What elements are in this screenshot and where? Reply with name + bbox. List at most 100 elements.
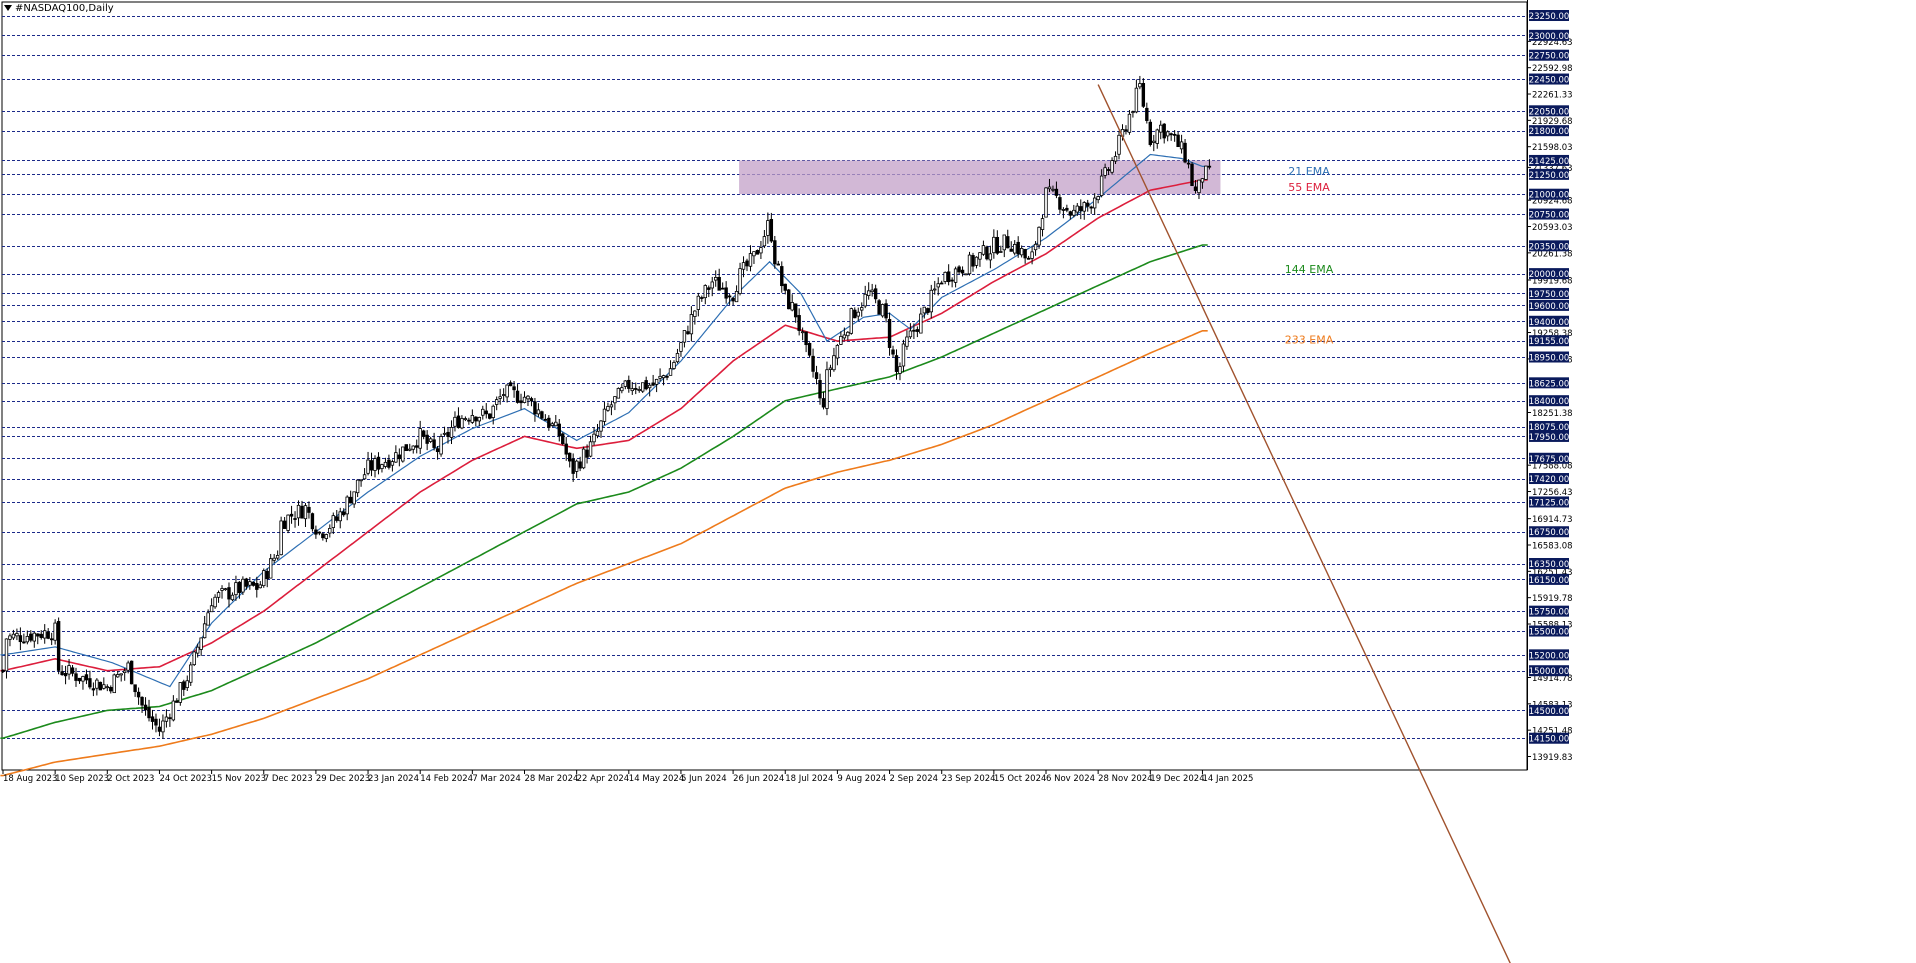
dropdown-triangle-icon[interactable] — [4, 5, 12, 11]
candle-body — [675, 353, 680, 363]
candle-body — [526, 395, 530, 400]
candle-body — [129, 660, 134, 685]
candle-body — [1061, 208, 1066, 211]
price-level-label: 21000.00 — [1529, 191, 1570, 201]
price-level-box — [1529, 421, 1569, 433]
candle-body — [300, 505, 304, 519]
symbol-title[interactable]: #NASDAQ100,Daily — [4, 3, 114, 14]
candle-body — [282, 520, 287, 529]
candle-body — [328, 527, 332, 534]
candle-body — [787, 289, 791, 310]
candle-body — [446, 431, 450, 437]
candle-body — [873, 288, 878, 300]
price-level-label: 15000.00 — [1529, 667, 1570, 677]
candle-body — [665, 375, 669, 378]
time-tick-label: 14 Jan 2025 — [1202, 774, 1253, 784]
candle-body — [1054, 188, 1059, 196]
candle-body — [1176, 134, 1180, 148]
candle-body — [592, 433, 596, 443]
price-level-box — [1529, 335, 1569, 347]
candle-body — [759, 247, 763, 254]
candle-body — [672, 362, 676, 369]
candle-body — [880, 304, 885, 317]
candle-body — [860, 307, 864, 311]
candle-body — [508, 382, 513, 387]
candle-body — [272, 557, 276, 561]
candle-body — [1134, 87, 1139, 113]
price-level-box — [1529, 188, 1569, 200]
candle-body — [335, 516, 339, 521]
candle-body — [223, 588, 228, 591]
candle-body — [981, 245, 986, 255]
candle-body — [22, 641, 26, 644]
candle-body — [29, 633, 33, 641]
candle-body — [289, 513, 294, 517]
candle-body — [707, 287, 711, 290]
ema55-label: 55 EMA — [1288, 181, 1330, 194]
time-tick-label: 7 Mar 2024 — [472, 774, 520, 784]
candle-body — [887, 319, 892, 348]
candle-body — [1092, 197, 1097, 209]
price-level-label: 19600.00 — [1529, 302, 1570, 312]
candle-body — [126, 662, 130, 671]
ema-labels-layer: 21 EMA 55 EMA 144 EMA 233 EMA — [1285, 165, 1334, 346]
candle-body — [953, 268, 958, 283]
candle-body — [856, 311, 860, 317]
candle-body — [112, 674, 116, 694]
candle-body — [199, 637, 203, 650]
candle-body — [714, 277, 718, 281]
candle-body — [404, 444, 408, 452]
candle-body — [696, 295, 701, 310]
ema233-label: 233 EMA — [1285, 334, 1334, 347]
candle-body — [554, 421, 558, 427]
candle-body — [467, 419, 471, 422]
candle-body — [515, 390, 520, 403]
candle-body — [832, 355, 836, 371]
candle-body — [237, 581, 242, 593]
candle-body — [658, 375, 662, 379]
candle-body — [585, 449, 589, 458]
candle-body — [143, 704, 148, 711]
candle-body — [894, 355, 899, 372]
price-tick-label: 20261.38 — [1532, 249, 1573, 259]
price-tick-label: 20593.03 — [1532, 223, 1573, 233]
candle-body — [428, 438, 433, 442]
candle-body — [1200, 178, 1205, 183]
candle-body — [634, 388, 638, 390]
candle-body — [178, 682, 183, 703]
price-level-label: 18950.00 — [1529, 354, 1570, 364]
ema233-line — [0, 330, 1208, 777]
price-level-label: 17950.00 — [1529, 433, 1570, 443]
candle-body — [1138, 83, 1142, 88]
price-level-box — [1529, 704, 1569, 716]
candle-body — [637, 389, 641, 391]
candle-body — [964, 273, 968, 276]
candle-body — [616, 388, 621, 399]
candle-body — [168, 717, 172, 720]
candle-body — [286, 514, 290, 531]
price-level-box — [1529, 287, 1569, 299]
price-level-box — [1529, 240, 1569, 252]
candle-body — [870, 289, 874, 293]
candle-body — [432, 439, 436, 448]
candle-body — [227, 587, 231, 600]
candle-body — [776, 263, 780, 266]
price-level-box — [1529, 315, 1569, 327]
candle-body — [898, 366, 902, 374]
candle-body — [369, 460, 374, 471]
candle-body — [1037, 226, 1041, 246]
candle-body — [1044, 187, 1048, 218]
candle-body — [748, 253, 753, 267]
candle-body — [251, 581, 256, 586]
price-level-box — [1529, 665, 1569, 677]
candle-body — [185, 680, 189, 688]
candle-body — [985, 246, 989, 260]
candle-body — [971, 255, 975, 267]
candle-body — [182, 681, 186, 690]
candle-body — [373, 458, 377, 471]
time-tick-label: 28 Mar 2024 — [525, 774, 579, 784]
price-tick-label: 17588.08 — [1532, 462, 1573, 472]
price-level-label: 18075.00 — [1529, 423, 1570, 433]
